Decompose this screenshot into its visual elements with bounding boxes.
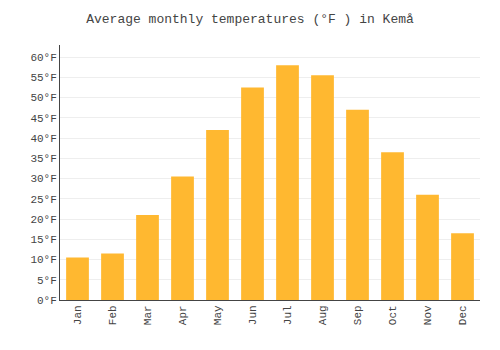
svg-text:Mar: Mar [142,305,154,325]
svg-text:Jan: Jan [72,305,84,325]
svg-text:Sep: Sep [352,305,364,325]
svg-text:50°F: 50°F [30,92,56,104]
svg-text:Oct: Oct [387,305,399,325]
svg-text:Apr: Apr [177,305,189,325]
svg-text:60°F: 60°F [30,52,56,64]
svg-text:Feb: Feb [107,305,119,325]
svg-text:30°F: 30°F [30,173,56,185]
svg-text:Jul: Jul [282,305,294,325]
svg-text:10°F: 10°F [30,254,56,266]
svg-text:45°F: 45°F [30,113,56,125]
svg-text:20°F: 20°F [30,214,56,226]
svg-text:Dec: Dec [457,305,469,325]
svg-text:Aug: Aug [317,305,329,325]
svg-text:Average monthly temperatures (: Average monthly temperatures (°F ) in Ke… [86,12,414,27]
svg-text:35°F: 35°F [30,153,56,165]
svg-text:25°F: 25°F [30,194,56,206]
svg-text:Nov: Nov [422,305,434,325]
svg-text:Jun: Jun [247,305,259,325]
svg-text:0°F: 0°F [37,295,57,307]
svg-text:May: May [212,305,224,325]
svg-text:15°F: 15°F [30,234,56,246]
svg-text:5°F: 5°F [37,275,57,287]
svg-text:40°F: 40°F [30,133,56,145]
svg-text:55°F: 55°F [30,72,56,84]
